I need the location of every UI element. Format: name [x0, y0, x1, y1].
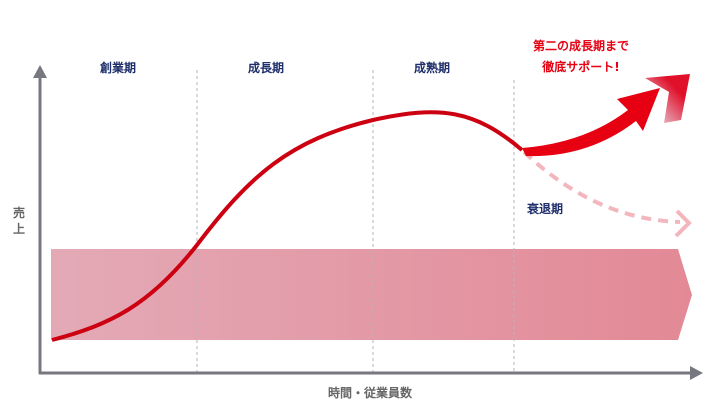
decline-arrowhead-icon — [674, 209, 692, 238]
callout-line-1: 第二の成長期まで — [533, 38, 629, 53]
phase-label-startup: 創業期 — [99, 60, 136, 75]
phase-label-maturity: 成熟期 — [414, 60, 450, 75]
growth-curve — [51, 110, 524, 342]
axes — [33, 65, 703, 380]
second-growth-arrow-icon — [522, 88, 660, 157]
y-axis-label-1: 売 — [13, 205, 25, 220]
y-axis-arrow-icon — [33, 65, 47, 78]
x-axis-label: 時間・従業員数 — [328, 385, 413, 400]
decline-dashed-curve — [522, 150, 681, 224]
x-axis-arrow-icon — [690, 366, 703, 380]
chevron-gradient-icon — [645, 74, 690, 123]
callout-line-2: 徹底サポート! — [541, 59, 619, 74]
phase-label-growth: 成長期 — [248, 60, 284, 75]
employee-band-arrow — [51, 249, 692, 340]
y-axis-label-2: 上 — [13, 221, 25, 236]
phase-label-decline: 衰退期 — [526, 201, 563, 216]
